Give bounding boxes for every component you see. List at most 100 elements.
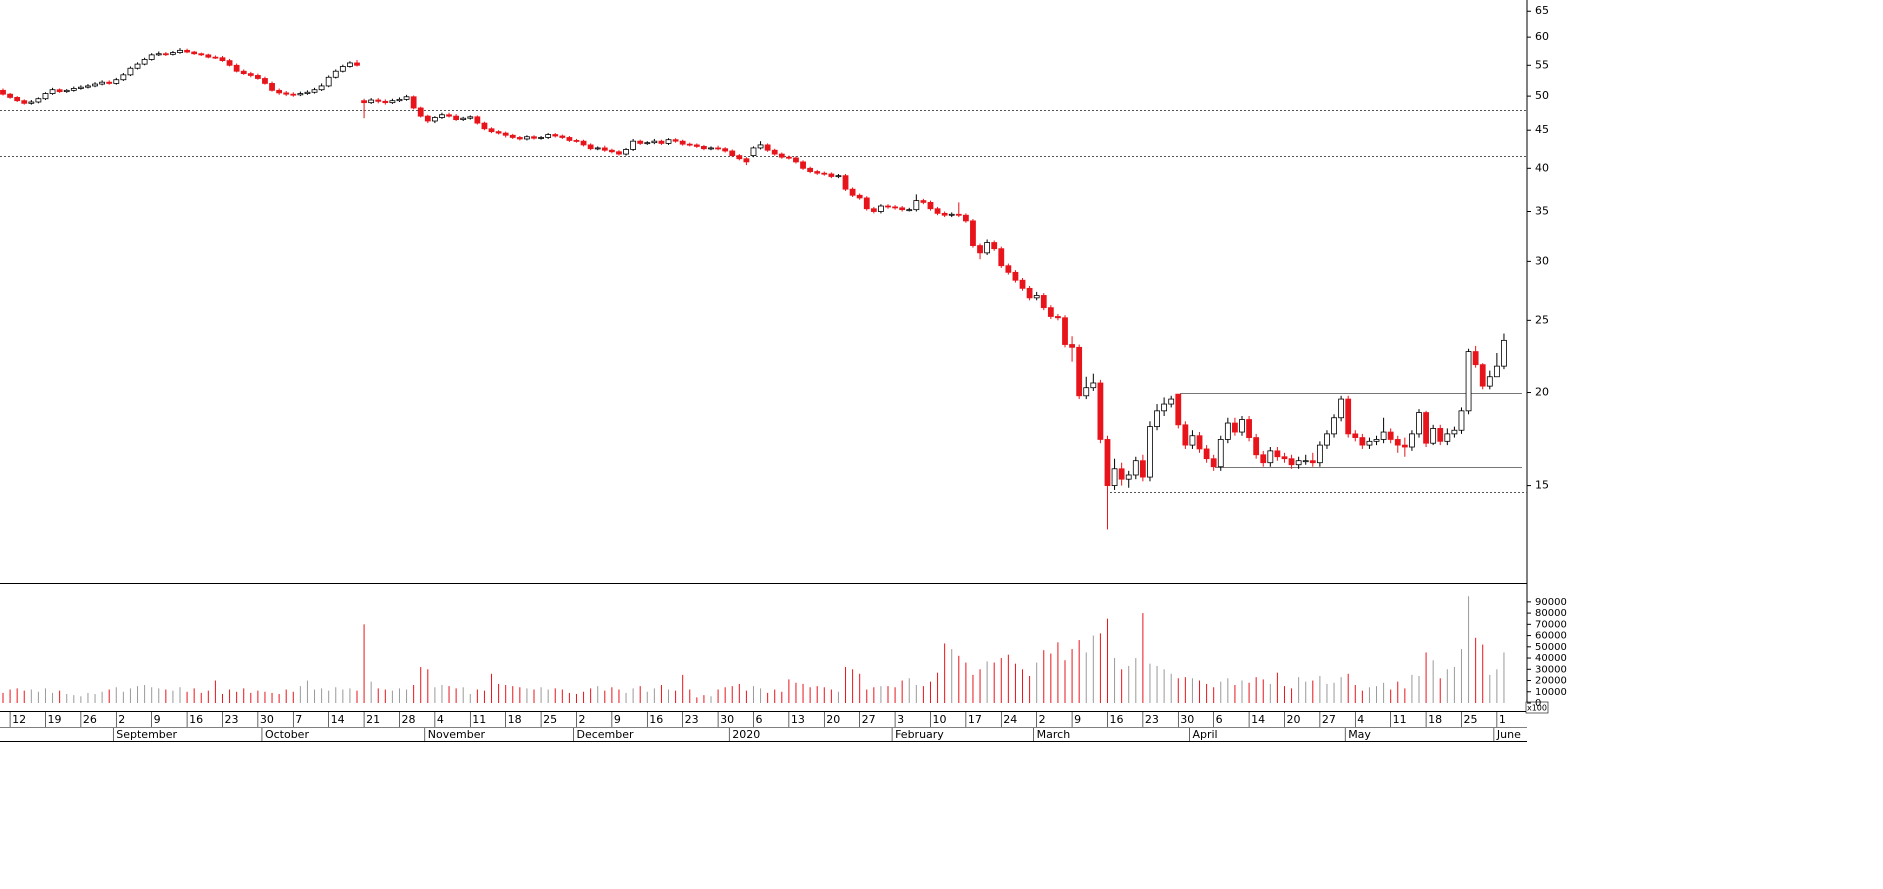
candle-body <box>1316 444 1323 464</box>
candle-body <box>1104 439 1111 486</box>
candle-body <box>368 99 375 104</box>
volume-tick-label: 40000 <box>1535 653 1567 664</box>
candle-body <box>616 151 622 155</box>
candle-body <box>736 155 743 160</box>
candle-body <box>1281 456 1288 460</box>
candle-body <box>1458 410 1465 431</box>
candle-body <box>516 137 523 140</box>
x-tick-label: 10 <box>932 713 946 726</box>
volume-tick-label: 60000 <box>1535 631 1567 642</box>
candle-body <box>1267 450 1274 464</box>
candle-body <box>1451 429 1458 435</box>
candle-body <box>870 208 877 212</box>
candle-body <box>1083 387 1090 397</box>
candle-body <box>127 67 134 76</box>
candle-body <box>1401 444 1408 448</box>
x-tick-label: 19 <box>47 713 61 726</box>
y-tick-label: 55 <box>1535 58 1549 71</box>
candle-body <box>1217 439 1224 468</box>
candle-body <box>1033 295 1040 299</box>
candle-body <box>651 140 658 144</box>
x-tick-label: 6 <box>755 713 762 726</box>
y-tick-label: 50 <box>1535 89 1549 102</box>
volume-tick-label: 90000 <box>1535 597 1567 608</box>
candle-body <box>601 147 608 151</box>
candle-body <box>708 147 714 150</box>
candle-body <box>552 134 559 137</box>
candle-body <box>410 96 417 109</box>
y-tick-label: 25 <box>1535 313 1549 326</box>
candle-body <box>1175 393 1182 426</box>
candle-body <box>495 131 502 134</box>
candle-body <box>1026 287 1033 299</box>
candle-body <box>1302 460 1309 463</box>
month-label: April <box>1192 728 1217 741</box>
candle-body <box>679 140 686 145</box>
candle-body <box>375 99 382 102</box>
candle-body <box>1309 460 1316 464</box>
x-tick-label: 3 <box>897 713 904 726</box>
candle-body <box>1260 454 1267 464</box>
candle-body <box>729 150 736 157</box>
x-tick-label: 30 <box>260 713 274 726</box>
candle-body <box>1189 435 1196 446</box>
y-tick-label: 60 <box>1535 30 1549 43</box>
candle-body <box>304 91 311 94</box>
candle-body <box>538 137 544 139</box>
candle-body <box>92 83 98 87</box>
candle-body <box>106 81 113 84</box>
x-tick-label: 4 <box>1357 713 1364 726</box>
month-label: March <box>1037 728 1071 741</box>
candle-body <box>453 115 460 120</box>
x-tick-label: 2 <box>118 713 125 726</box>
candle-body <box>757 144 764 149</box>
candle-body <box>1055 316 1061 319</box>
candle-body <box>446 114 452 117</box>
candle-body <box>403 96 410 100</box>
candle-body <box>1239 419 1245 433</box>
volume-tick-label: 80000 <box>1535 608 1567 619</box>
candle-body <box>297 93 304 96</box>
x-tick-label: 24 <box>1003 713 1017 726</box>
candle-body <box>247 73 254 76</box>
candle-body <box>941 212 948 216</box>
candle-body <box>311 89 318 93</box>
candle-body <box>35 98 42 103</box>
candle-body <box>1168 398 1175 405</box>
candle-body <box>1465 351 1472 412</box>
candle-body <box>608 149 615 153</box>
candle-body <box>85 85 91 88</box>
candle-body <box>1366 440 1373 446</box>
candle-body <box>502 132 509 136</box>
candle-body <box>1132 460 1139 476</box>
x-tick-label: 21 <box>366 713 380 726</box>
candle-body <box>665 139 672 144</box>
candle-body <box>339 66 346 72</box>
candle-body <box>1501 339 1507 367</box>
candle-body <box>1486 376 1493 387</box>
x-tick-label: 13 <box>791 713 805 726</box>
candle-body <box>906 209 913 212</box>
candle-body <box>750 147 757 157</box>
month-label: May <box>1348 728 1371 741</box>
candle-body <box>134 63 141 69</box>
volume-tick-label: 30000 <box>1535 664 1567 675</box>
candle-body <box>77 86 84 89</box>
candle-body <box>439 114 445 118</box>
candle-body <box>240 70 247 75</box>
candle-body <box>800 161 806 169</box>
candle-body <box>686 143 693 146</box>
x-tick-label: 26 <box>83 713 97 726</box>
month-label: February <box>895 728 944 741</box>
candle-body <box>361 100 367 104</box>
candle-body <box>1118 468 1125 480</box>
candle-body <box>389 100 396 104</box>
candle-body <box>778 153 785 158</box>
candle-body <box>531 136 537 139</box>
x-tick-label: 16 <box>1109 713 1123 726</box>
candle-body <box>28 101 35 104</box>
candle-body <box>460 117 467 120</box>
candle-body <box>42 93 49 100</box>
candle-body <box>715 147 721 150</box>
x-tick-label: 7 <box>295 713 302 726</box>
